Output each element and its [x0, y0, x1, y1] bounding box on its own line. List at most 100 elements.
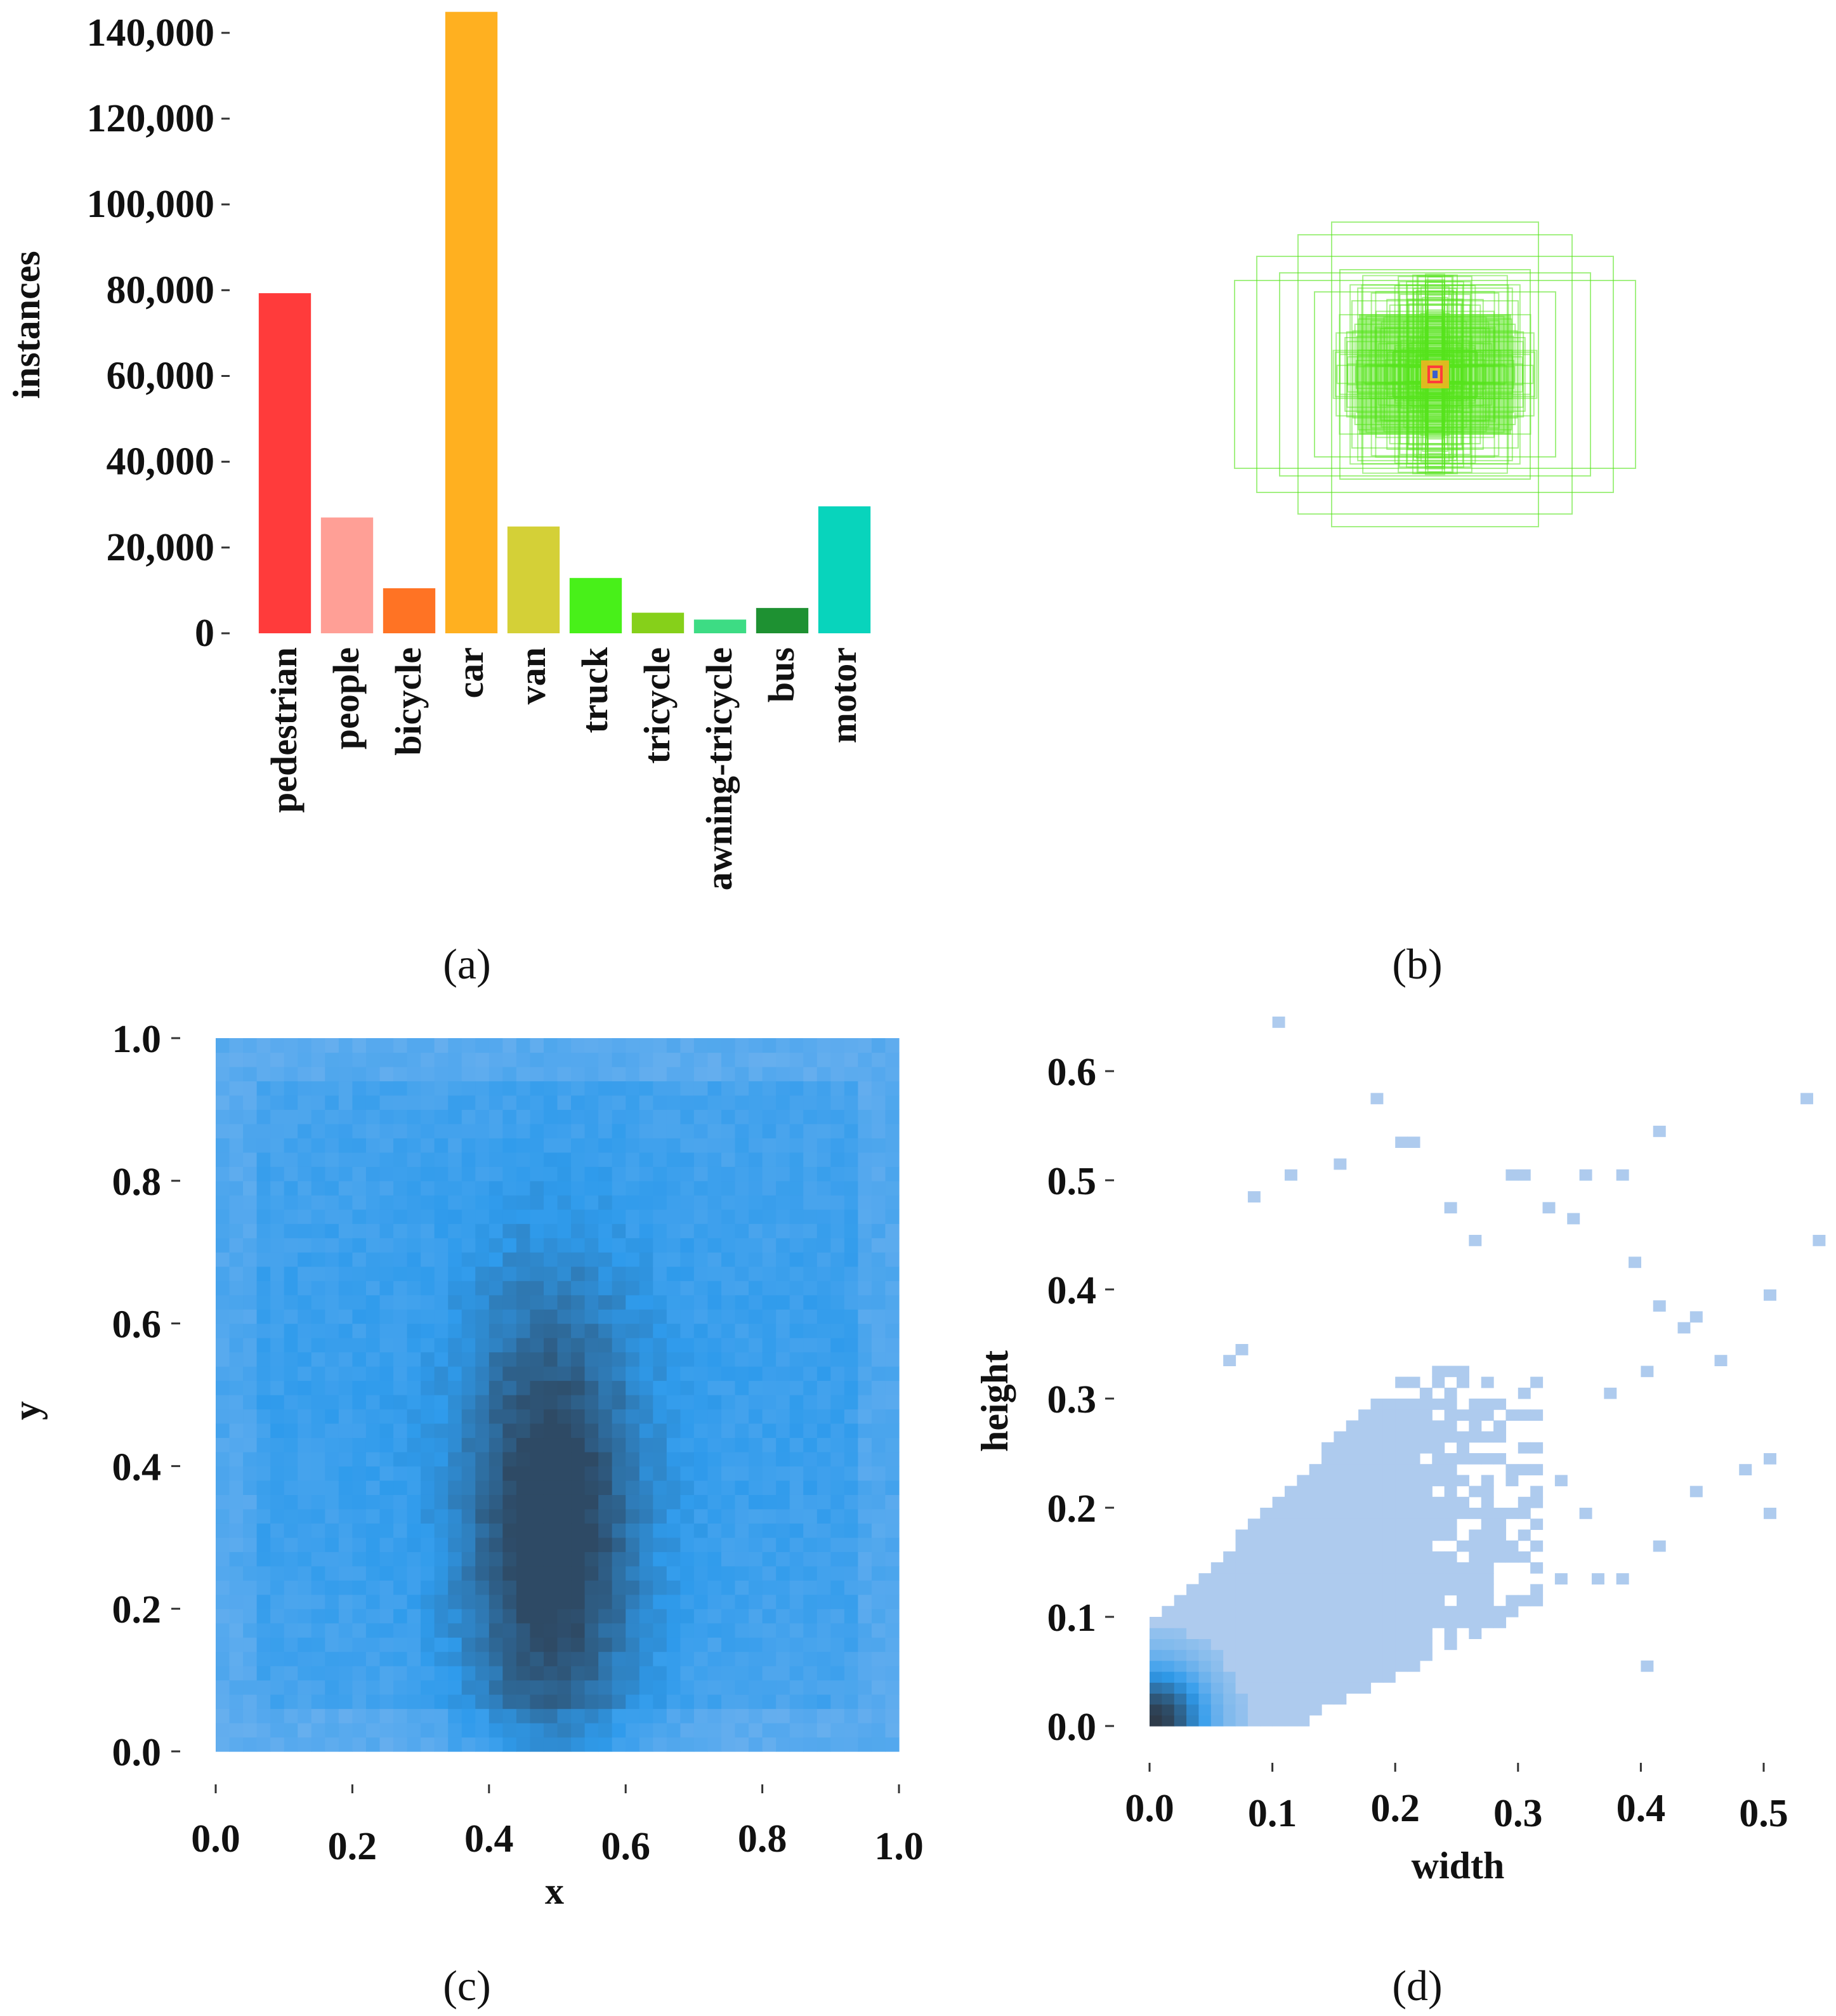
heatmap-cell: [762, 1352, 777, 1367]
heatmap-cell: [735, 1295, 749, 1310]
heatmap-cell: [243, 1209, 258, 1224]
heatmap-cell: [243, 1580, 258, 1595]
heatmap-cell: [612, 1565, 626, 1581]
heatmap-cell: [1334, 1628, 1347, 1639]
heatmap-cell: [421, 1081, 435, 1096]
heatmap-cell: [243, 1508, 258, 1524]
heatmap-cell: [680, 1666, 695, 1681]
heatmap-cell: [776, 1409, 790, 1424]
heatmap-cell: [1432, 1453, 1445, 1465]
heatmap-cell: [1469, 1573, 1482, 1584]
heatmap-cell: [1284, 1704, 1297, 1716]
heatmap-cell: [407, 1252, 421, 1267]
y-tick-label: 40,000: [107, 440, 215, 484]
heatmap-cell: [270, 1494, 285, 1510]
heatmap-cell: [338, 1737, 353, 1752]
heatmap-cell: [352, 1038, 367, 1053]
heatmap-cell: [489, 1123, 503, 1138]
heatmap-cell: [216, 1609, 230, 1624]
heatmap-cell: [421, 1666, 435, 1681]
heatmap-cell: [776, 1694, 790, 1710]
heatmap-cell: [516, 1623, 531, 1638]
heatmap-cell: [680, 1295, 695, 1310]
heatmap-cell: [666, 1637, 681, 1652]
heatmap-cell: [735, 1623, 749, 1638]
heatmap-cell: [365, 1523, 381, 1538]
heatmap-cell: [693, 1680, 709, 1695]
heatmap-cell: [789, 1380, 804, 1395]
heatmap-cell: [284, 1637, 298, 1652]
heatmap-cell: [393, 1166, 408, 1182]
heatmap-cell: [434, 1352, 449, 1367]
heatmap-cell: [352, 1437, 367, 1453]
heatmap-cell: [1162, 1638, 1175, 1650]
heatmap-cell: [489, 1594, 503, 1609]
heatmap-cell: [776, 1708, 790, 1723]
heatmap-cell: [1235, 1573, 1249, 1584]
heatmap-cell: [365, 1138, 381, 1153]
heatmap-cell: [421, 1237, 435, 1253]
heatmap-cell: [216, 1708, 230, 1723]
heatmap-cell: [844, 1295, 858, 1310]
heatmap-cell: [749, 1523, 763, 1538]
heatmap-cell: [379, 1138, 394, 1153]
heatmap-cell: [830, 1694, 845, 1710]
heatmap-cell: [666, 1352, 681, 1367]
heatmap-cell: [735, 1237, 749, 1253]
heatmap-cell: [1321, 1682, 1334, 1694]
heatmap-cell: [489, 1451, 503, 1466]
heatmap-cell: [1407, 1562, 1420, 1574]
heatmap-cell: [502, 1052, 517, 1067]
heatmap-cell: [653, 1081, 667, 1096]
heatmap-cell: [298, 1508, 312, 1524]
heatmap-cell: [1174, 1693, 1187, 1705]
heatmap-cell: [871, 1565, 886, 1581]
heatmap-cell: [461, 1152, 476, 1167]
heatmap-cell: [639, 1180, 653, 1196]
heatmap-cell: [530, 1323, 544, 1338]
heatmap-cell: [557, 1423, 572, 1439]
heatmap-cell: [434, 1095, 449, 1110]
heatmap-cell: [421, 1680, 435, 1695]
heatmap-cell: [762, 1437, 777, 1453]
heatmap-cell: [516, 1352, 531, 1367]
heatmap-cell: [365, 1237, 381, 1253]
heatmap-cell: [543, 1195, 558, 1210]
heatmap-cell: [762, 1723, 777, 1738]
heatmap-cell: [1334, 1464, 1347, 1475]
bar-series: [258, 11, 871, 634]
heatmap-cell: [216, 1451, 230, 1466]
heatmap-cell: [707, 1494, 722, 1510]
heatmap-cell: [1505, 1475, 1519, 1487]
heatmap-cell: [1284, 1617, 1297, 1628]
heatmap-cell: [844, 1451, 858, 1466]
heatmap-cell: [1272, 1496, 1285, 1508]
heatmap-cell: [626, 1737, 640, 1752]
heatmap-cell: [393, 1737, 408, 1752]
heatmap-cell: [1174, 1617, 1187, 1628]
heatmap-cell: [639, 1494, 653, 1510]
heatmap-cell: [571, 1480, 586, 1495]
heatmap-cell: [298, 1352, 312, 1367]
heatmap-cell: [1321, 1693, 1334, 1705]
heatmap-cell: [229, 1451, 244, 1466]
heatmap-cell: [858, 1237, 872, 1253]
heatmap-cell: [789, 1052, 804, 1067]
heatmap-cell: [1481, 1573, 1494, 1584]
heatmap-cell: [338, 1651, 353, 1666]
heatmap-cell: [1223, 1562, 1236, 1574]
heatmap-cell: [571, 1166, 586, 1182]
heatmap-cell: [311, 1466, 325, 1481]
heatmap-cell: [338, 1166, 353, 1182]
heatmap-cell: [448, 1423, 462, 1439]
heatmap-cell: [502, 1281, 517, 1296]
heatmap-cell: [1505, 1464, 1519, 1475]
heatmap-cells: [216, 1038, 900, 1752]
heatmap-cell: [475, 1266, 490, 1281]
heatmap-cell: [749, 1052, 763, 1067]
heatmap-cell: [571, 1437, 586, 1453]
bar-van: [507, 526, 560, 633]
heatmap-cell: [298, 1651, 312, 1666]
heatmap-cell: [298, 1038, 312, 1053]
heatmap-cell: [1334, 1605, 1347, 1617]
